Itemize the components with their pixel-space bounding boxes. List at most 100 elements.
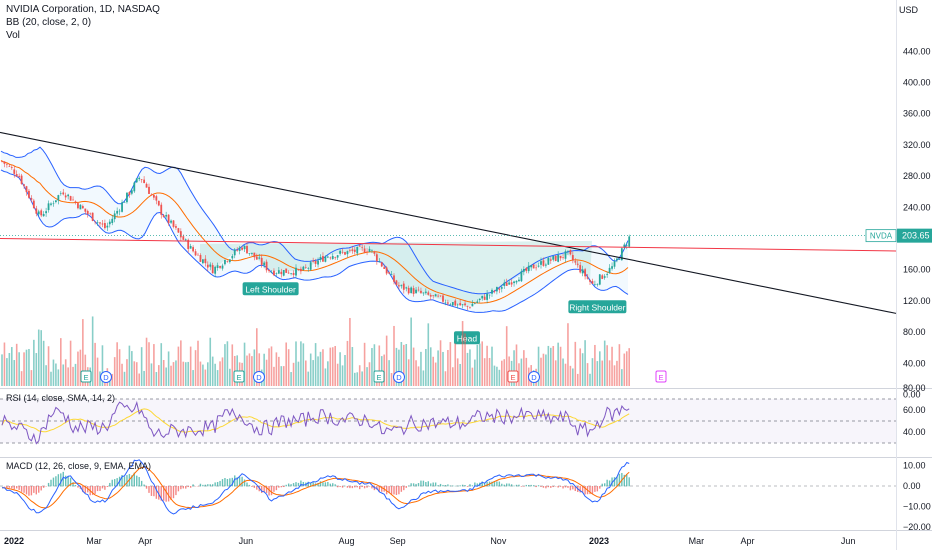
volume-bar bbox=[385, 335, 388, 386]
candle-body bbox=[287, 272, 290, 274]
candle-body bbox=[6, 164, 8, 165]
macd-hist-bar bbox=[437, 485, 439, 487]
candle-body bbox=[532, 264, 535, 269]
candle-body bbox=[427, 292, 430, 295]
chart-title: NVIDIA Corporation, 1D, NASDAQ bbox=[6, 4, 160, 15]
rsi-legend[interactable]: RSI (14, close, SMA, 14, 2) bbox=[6, 393, 116, 403]
volume-bar bbox=[118, 349, 121, 386]
volume-bar bbox=[349, 317, 351, 386]
volume-legend[interactable]: Vol bbox=[6, 30, 20, 41]
macd-hist-bar bbox=[417, 483, 420, 487]
macd-hist-bar bbox=[82, 486, 84, 493]
macd-hist-bar bbox=[395, 486, 398, 495]
candle-body bbox=[273, 270, 275, 276]
macd-hist-bar bbox=[464, 485, 466, 487]
candle-body bbox=[167, 214, 170, 224]
macd-hist-bar bbox=[336, 486, 339, 488]
candle-body bbox=[525, 267, 528, 271]
marker-letter: E bbox=[236, 373, 241, 382]
symbol-tag-text: NVDA bbox=[870, 232, 893, 241]
volume-bar bbox=[454, 343, 457, 386]
candle-body bbox=[432, 295, 435, 296]
macd-hist-bar bbox=[261, 486, 263, 493]
candle-body bbox=[231, 255, 234, 259]
macd-hist-bar bbox=[290, 484, 292, 487]
candle-body bbox=[540, 261, 542, 265]
candle-body bbox=[371, 249, 373, 251]
volume-bar bbox=[37, 329, 40, 386]
volume-bar bbox=[390, 372, 393, 386]
candle-body bbox=[69, 196, 72, 201]
candle-body bbox=[380, 262, 383, 267]
candle-body bbox=[608, 267, 611, 273]
pattern-label-head: Head bbox=[453, 331, 480, 345]
volume-bar bbox=[621, 369, 623, 386]
volume-bar bbox=[189, 346, 192, 386]
candle-body bbox=[62, 192, 65, 195]
candle-body bbox=[277, 270, 280, 274]
price-tick-label: 440.00 bbox=[903, 46, 931, 56]
volume-bar bbox=[204, 369, 207, 386]
bollinger-legend[interactable]: BB (20, close, 2, 0) bbox=[6, 17, 92, 28]
bollinger-fill bbox=[1, 147, 628, 313]
candle-body bbox=[312, 260, 315, 262]
volume-bar bbox=[520, 358, 523, 386]
candle-body bbox=[202, 259, 204, 264]
candle-body bbox=[170, 220, 172, 223]
volume-bar bbox=[302, 343, 305, 386]
currency-unit: USD bbox=[898, 5, 918, 15]
time-tick-label: Sep bbox=[390, 536, 406, 546]
candle-body bbox=[471, 303, 474, 307]
earnings-marker: E bbox=[233, 370, 245, 383]
macd-hist-bar bbox=[18, 486, 20, 490]
dividend-marker: D bbox=[393, 371, 405, 383]
volume-bar bbox=[603, 340, 606, 386]
macd-tick-label: −20.00 bbox=[903, 522, 931, 532]
horizontal-support-line bbox=[0, 238, 897, 252]
candle-body bbox=[263, 262, 266, 266]
macd-hist-bar bbox=[405, 486, 407, 488]
candle-body bbox=[510, 282, 513, 285]
candle-body bbox=[268, 269, 270, 272]
candle-body bbox=[304, 267, 307, 268]
marker-letter: E bbox=[658, 373, 663, 382]
volume-bar bbox=[270, 346, 273, 386]
candle-body bbox=[505, 282, 508, 286]
candle-body bbox=[130, 190, 133, 194]
volume-bar bbox=[180, 340, 182, 386]
macd-hist-bar bbox=[518, 484, 520, 487]
candle-body bbox=[123, 202, 126, 203]
volume-bar bbox=[452, 367, 454, 386]
candle-body bbox=[334, 256, 337, 258]
volume-bar bbox=[346, 340, 349, 386]
volume-bar bbox=[611, 346, 613, 386]
volume-bar bbox=[317, 356, 319, 386]
volume-bar bbox=[33, 339, 35, 386]
volume-bars bbox=[1, 316, 630, 386]
candle-body bbox=[300, 268, 302, 272]
candle-body bbox=[584, 269, 586, 277]
macd-hist-bar bbox=[390, 486, 393, 495]
candle-body bbox=[47, 203, 50, 211]
candle-body bbox=[473, 303, 476, 304]
macd-hist-bar bbox=[180, 486, 182, 490]
candle-body bbox=[155, 196, 158, 201]
volume-bar bbox=[410, 317, 412, 386]
candle-body bbox=[243, 245, 246, 250]
volume-bar bbox=[297, 361, 300, 386]
time-tick-label: Apr bbox=[740, 536, 754, 546]
volume-bar bbox=[187, 361, 189, 386]
candle-body bbox=[165, 214, 168, 217]
volume-bar bbox=[94, 342, 96, 386]
candle-body bbox=[515, 280, 518, 283]
volume-bar bbox=[6, 358, 8, 386]
macd-hist-bar bbox=[515, 484, 518, 487]
volume-bar bbox=[503, 359, 506, 386]
volume-bar bbox=[415, 360, 417, 386]
rsi-tick-label: 60.00 bbox=[903, 405, 926, 415]
label-background bbox=[453, 331, 480, 345]
volume-bar bbox=[417, 366, 420, 386]
volume-bar bbox=[319, 351, 322, 386]
macd-legend[interactable]: MACD (12, 26, close, 9, EMA, EMA) bbox=[6, 461, 152, 471]
